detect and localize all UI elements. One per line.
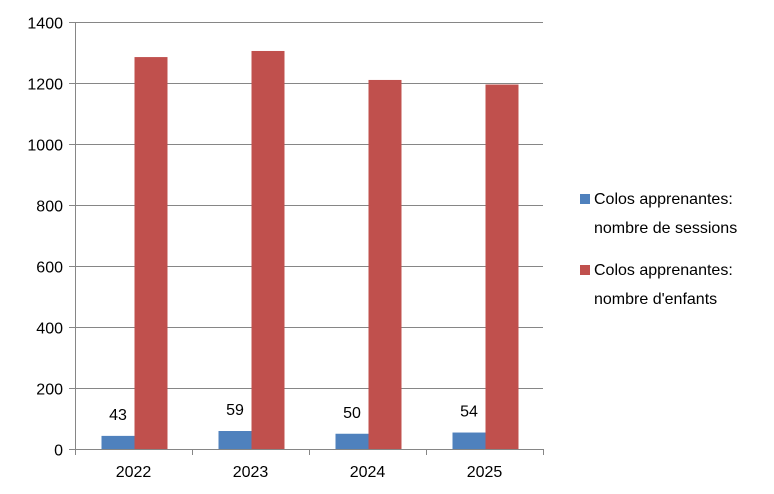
bar-series-1 [218, 431, 252, 449]
legend-swatch-1 [580, 194, 590, 204]
x-tick-label: 2023 [233, 464, 269, 481]
bar-series-2 [368, 79, 402, 449]
y-tick-label: 800 [36, 199, 63, 216]
data-label: 50 [343, 405, 361, 422]
y-tick-label: 1400 [27, 16, 63, 33]
bar-series-2 [485, 84, 519, 450]
bar-series-1 [452, 432, 486, 449]
y-tick-label: 1000 [27, 138, 63, 155]
legend: Colos apprenantes: nombre de sessions Colo… [580, 191, 737, 308]
axes: 0 200 400 600 800 1000 1200 1400 2022 2023 2024 202… [27, 16, 544, 481]
bar-series-2 [251, 50, 285, 449]
bars [101, 50, 519, 450]
y-tick-label: 400 [36, 321, 63, 338]
bar-series-1 [101, 435, 135, 449]
y-tick-label: 0 [54, 443, 63, 460]
y-tick-label: 200 [36, 382, 63, 399]
legend-label: nombre d'enfants [594, 291, 717, 308]
legend-label: nombre de sessions [594, 220, 737, 237]
x-tick-label: 2024 [350, 464, 386, 481]
data-label: 54 [460, 404, 478, 421]
legend-label: Colos apprenantes: [594, 191, 733, 208]
data-label: 59 [226, 402, 244, 419]
x-tick-label: 2025 [467, 464, 503, 481]
data-labels: 43 59 50 54 [109, 402, 478, 424]
bar-series-2 [134, 57, 168, 449]
y-tick-label: 600 [36, 260, 63, 277]
data-label: 43 [109, 407, 127, 424]
legend-label: Colos apprenantes: [594, 262, 733, 279]
bar-series-1 [335, 433, 369, 449]
legend-swatch-2 [580, 265, 590, 275]
x-tick-label: 2022 [116, 464, 152, 481]
y-tick-label: 1200 [27, 77, 63, 94]
